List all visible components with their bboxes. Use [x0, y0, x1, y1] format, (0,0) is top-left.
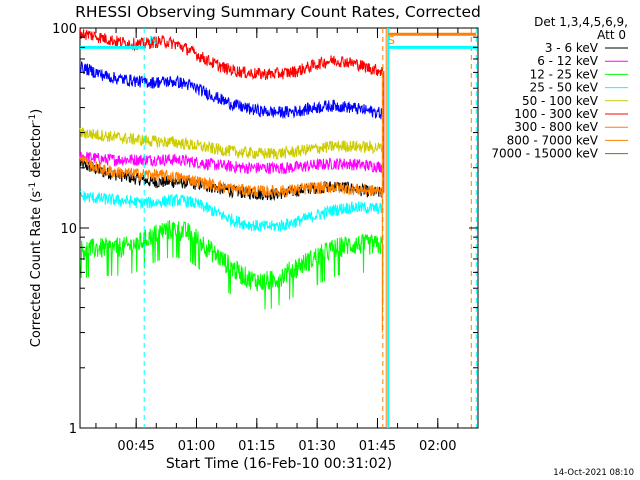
- x-axis-label: Start Time (16-Feb-10 00:31:02): [166, 456, 392, 472]
- legend-label: 50 - 100 keV: [522, 94, 599, 108]
- series-line: [79, 127, 384, 160]
- legend-label: 3 - 6 keV: [545, 41, 599, 55]
- legend-label: 100 - 300 keV: [514, 107, 598, 121]
- marker-label: S: [388, 34, 395, 47]
- footer-timestamp: 14-Oct-2021 08:10: [553, 468, 634, 478]
- marker-label: N: [149, 34, 157, 47]
- y-tick-label: 1: [69, 422, 77, 437]
- chart-title: RHESSI Observing Summary Count Rates, Co…: [75, 3, 481, 21]
- y-tick-label: 100: [52, 22, 77, 37]
- legend-label: 25 - 50 keV: [530, 81, 599, 95]
- x-tick-label: 00:45: [117, 439, 154, 454]
- series-line: [79, 220, 384, 310]
- legend-attenuator: Att 0: [597, 28, 626, 42]
- x-tick-label: 01:30: [298, 439, 335, 454]
- legend-label: 6 - 12 keV: [537, 54, 599, 68]
- series-line: [79, 189, 384, 233]
- series-line: [79, 155, 384, 199]
- legend-label: 800 - 7000 keV: [507, 133, 599, 147]
- x-tick-label: 01:15: [238, 439, 275, 454]
- legend-header: Det 1,3,4,5,6,9,: [534, 15, 628, 29]
- x-tick-label: 02:00: [419, 439, 456, 454]
- legend-label: 300 - 800 keV: [514, 120, 598, 134]
- series-line: [79, 151, 384, 175]
- y-axis-label: Corrected Count Rate (s-1 detector-1): [28, 109, 44, 347]
- y-tick-label: 10: [60, 222, 77, 237]
- tick-layer: 1 10 100 00:45 01:00 01:15 01:30 01:45 02:00: [52, 22, 479, 454]
- legend-label: 12 - 25 keV: [530, 67, 599, 81]
- series-line: [79, 61, 384, 120]
- series-line: [79, 28, 384, 81]
- x-tick-label: 01:45: [359, 439, 396, 454]
- legend-label: 7000 - 15000 keV: [491, 147, 598, 161]
- x-tick-label: 01:00: [178, 439, 215, 454]
